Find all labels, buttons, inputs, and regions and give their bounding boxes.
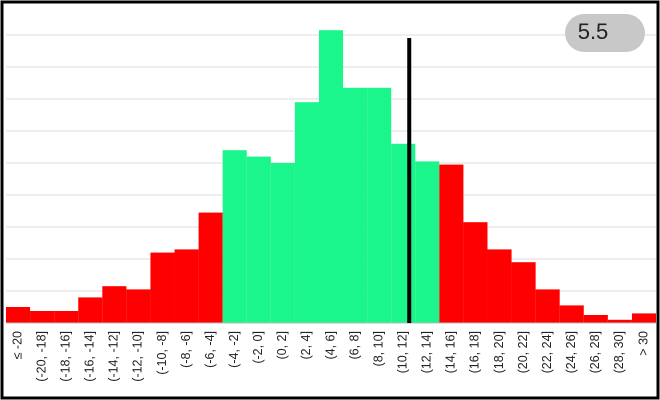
x-tick-label: (22, 24] <box>540 331 554 373</box>
x-tick-label: (16, 18] <box>468 331 482 373</box>
bar <box>415 161 440 323</box>
bar <box>174 249 199 323</box>
bar <box>343 87 368 323</box>
x-tick-label: > 30 <box>636 331 650 356</box>
x-tick-label: (26, 28] <box>588 331 602 373</box>
bar <box>222 150 247 323</box>
bar <box>391 143 416 323</box>
x-tick-label: (-16, -14] <box>83 331 97 382</box>
bar <box>198 212 223 323</box>
bar <box>246 156 271 323</box>
x-tick-label: (14, 16] <box>444 331 458 373</box>
x-tick-label: (-20, -18] <box>34 331 48 382</box>
x-tick-label: (0, 2] <box>275 331 289 360</box>
x-tick-label: (-6, -4] <box>203 331 217 368</box>
bar <box>535 289 560 323</box>
bar <box>270 163 295 323</box>
x-tick-label: (10, 12] <box>396 331 410 373</box>
bar <box>631 313 656 323</box>
bar <box>318 30 344 323</box>
x-tick-label: (-18, -16] <box>58 331 72 382</box>
x-tick-label: (12, 14] <box>420 331 434 373</box>
bar <box>583 315 608 323</box>
bar <box>607 319 632 323</box>
x-tick-label: (-4, -2] <box>227 331 241 368</box>
bar <box>126 289 151 323</box>
bar <box>30 311 55 323</box>
x-tick-label: (-10, -8] <box>155 331 169 375</box>
bar <box>487 249 512 323</box>
bar <box>150 252 175 323</box>
bar <box>6 307 31 323</box>
bar <box>54 311 79 323</box>
x-tick-label: (24, 26] <box>564 331 578 373</box>
badge-text: 5.5 <box>578 19 609 44</box>
bar <box>78 297 103 323</box>
x-tick-label: (-14, -12] <box>107 331 121 382</box>
x-tick-label: (8, 10] <box>371 331 385 366</box>
bar <box>511 262 536 323</box>
bar <box>102 286 127 323</box>
bar <box>559 305 584 323</box>
x-tick-label: (6, 8] <box>347 331 361 360</box>
x-tick-label: ≤ -20 <box>10 331 24 359</box>
x-tick-label: (4, 6] <box>323 331 337 360</box>
bar <box>439 164 464 323</box>
x-tick-label: (-12, -10] <box>131 331 145 382</box>
x-tick-label: (20, 22] <box>516 331 530 373</box>
x-tick-label: (-8, -6] <box>179 331 193 368</box>
badge <box>565 14 645 52</box>
x-tick-label: (2, 4] <box>299 331 313 360</box>
bar <box>463 222 488 323</box>
bar <box>294 102 319 323</box>
x-tick-label: (18, 20] <box>492 331 506 373</box>
x-tick-label: (-2, 0] <box>251 331 265 364</box>
x-tick-label: (28, 30] <box>612 331 626 373</box>
bar <box>367 87 392 323</box>
